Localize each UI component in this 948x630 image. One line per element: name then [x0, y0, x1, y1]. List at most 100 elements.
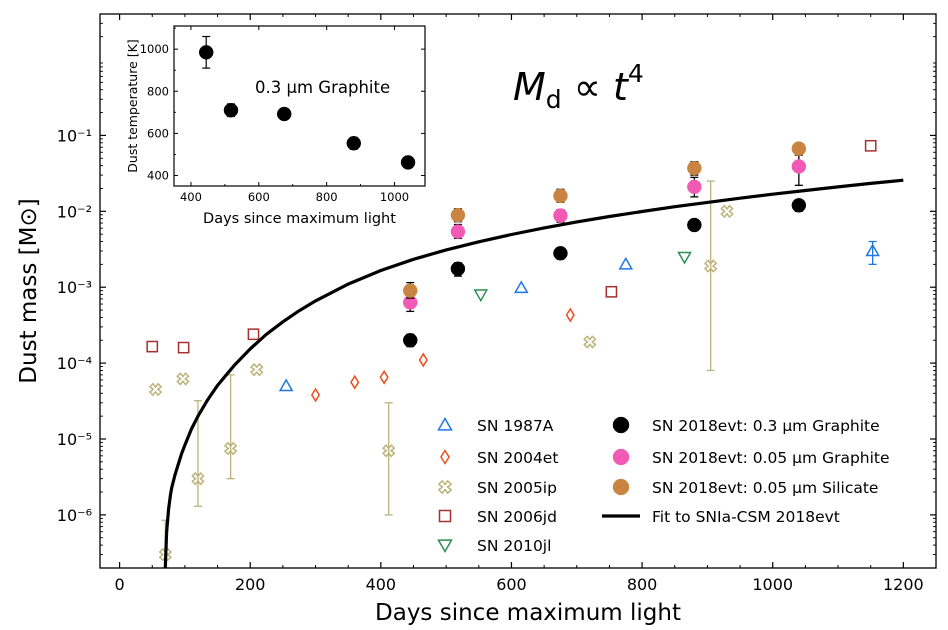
point-sn-2018evt-0-3-m-graphite-1	[450, 261, 466, 277]
point-sn-2005ip-1	[158, 548, 172, 562]
point-sn-2010jl-1	[677, 251, 692, 265]
legend-label: SN 1987A	[477, 417, 554, 435]
x-tick-label: 400	[366, 575, 397, 594]
point-sn-2018evt-0-05-m-silicate-2	[553, 188, 568, 204]
x-axis-label: Days since maximum light	[375, 600, 681, 626]
point-sn-2006jd-3	[605, 285, 618, 298]
inset-x-tick-label: 600	[248, 190, 270, 204]
series-sn-2018evt-0-05-m-graphite	[402, 152, 807, 313]
legend-marker-sn-1987a	[437, 416, 453, 431]
inset-y-axis-label: Dust temperature [K]	[125, 39, 140, 172]
point-sn-1987a-2	[618, 256, 634, 270]
y-tick-label: 10⁻⁶	[57, 506, 92, 525]
point-sn-2005ip-7	[583, 335, 597, 349]
legend-marker-sn-2018evt-0-05-m-graphite	[612, 448, 630, 466]
legend-marker-sn-2004et	[440, 449, 450, 465]
point-sn-2018evt-0-05-m-silicate-3	[687, 160, 702, 176]
legend-marker-sn-2006jd	[438, 509, 452, 523]
annotation-proportional: ∝ t	[562, 65, 630, 109]
series-sn-1987a	[278, 240, 880, 392]
y-tick-label: 10⁻⁴	[57, 354, 92, 373]
x-tick-label: 1000	[752, 575, 793, 594]
annotation-subscript: d	[546, 85, 562, 114]
series-sn-2006jd	[146, 139, 877, 354]
series-sn-2004et	[310, 307, 575, 403]
y-tick-label: 10⁻¹	[57, 126, 92, 145]
point-sn-2005ip-9	[720, 204, 734, 218]
point-sn-1987a-1	[513, 280, 529, 294]
x-tick-label: 0	[115, 575, 125, 594]
legend-item-sn-1987a: SN 1987A	[437, 416, 554, 435]
legend-label: SN 2005ip	[477, 479, 557, 497]
annotation-exponent: 4	[628, 59, 644, 88]
inset-x-tick-label: 400	[180, 190, 202, 204]
series-sn-2010jl	[473, 251, 692, 303]
proportionality-annotation: Md ∝ t4	[513, 59, 644, 114]
legend-marker-sn-2018evt-0-05-m-silicate	[612, 478, 630, 496]
inset-x-axis-label: Days since maximum light	[203, 211, 396, 227]
inset-chart: 400 600 800 1000 400 600 800 1000 Days since max…	[125, 25, 426, 227]
inset-point-3	[346, 136, 362, 151]
y-tick-label: 10⁻³	[57, 278, 92, 297]
main-chart: 0 200 400 600 800 1000 1200 10⁻⁶ 10⁻⁵ 10⁻⁴ 10⁻³ 10⁻…	[16, 13, 937, 626]
fit-line	[163, 178, 904, 568]
legend: SN 1987A SN 2004et SN 2005ip SN 2006jd SN 20…	[437, 416, 890, 555]
point-sn-2006jd-2	[247, 328, 260, 341]
series-sn-2018evt-0-05-m-silicate	[402, 141, 807, 299]
point-sn-2005ip-2	[176, 372, 190, 386]
point-sn-2004et-0	[310, 387, 321, 403]
point-sn-2004et-3	[418, 352, 428, 368]
y-axis-label: Dust mass [M⊙]	[16, 198, 42, 383]
inset-x-tick-label: 800	[316, 190, 338, 204]
point-sn-2018evt-0-05-m-silicate-1	[450, 207, 466, 223]
inset-point-4	[400, 155, 416, 170]
legend-label: SN 2018evt: 0.05 μm Graphite	[652, 449, 890, 467]
y-tick-label: 10⁻²	[57, 202, 92, 221]
point-sn-2018evt-0-05-m-graphite-2	[553, 208, 568, 223]
legend-item-sn-2010jl: SN 2010jl	[437, 537, 551, 555]
annotation-symbol: M	[513, 65, 546, 109]
series-sn-2018evt-0-3-m-graphite	[402, 198, 807, 348]
point-sn-2018evt-0-05-m-graphite-1	[450, 224, 466, 239]
legend-label: Fit to SNIa-CSM 2018evt	[652, 508, 840, 526]
legend-label: SN 2018evt: 0.3 μm Graphite	[652, 417, 880, 435]
point-sn-2018evt-0-3-m-graphite-2	[553, 246, 568, 261]
x-tick-label: 200	[235, 575, 266, 594]
x-tick-label: 1200	[883, 575, 924, 594]
point-sn-2006jd-1	[177, 341, 190, 354]
point-sn-2005ip-4	[224, 442, 238, 455]
legend-marker-sn-2010jl	[437, 539, 453, 554]
point-sn-2005ip-6	[382, 444, 396, 458]
point-sn-2010jl-0	[473, 289, 489, 303]
main-plot-area	[146, 139, 904, 568]
point-sn-1987a-0	[278, 378, 294, 392]
legend-item-fit: Fit to SNIa-CSM 2018evt	[602, 508, 840, 526]
point-sn-2006jd-4	[864, 139, 877, 152]
legend-item-sn-2005ip: SN 2005ip	[438, 479, 557, 497]
inset-point-0	[198, 45, 214, 60]
legend-item-sn-2006jd: SN 2006jd	[438, 508, 557, 526]
point-sn-2018evt-0-3-m-graphite-4	[791, 198, 807, 213]
legend-label: SN 2006jd	[477, 508, 557, 526]
y-tick-label: 10⁻⁵	[57, 430, 92, 449]
point-sn-2018evt-0-3-m-graphite-0	[402, 333, 418, 348]
point-sn-2018evt-0-05-m-graphite-4	[791, 159, 807, 174]
legend-item-sn-2018evt-0-05-m-silicate: SN 2018evt: 0.05 μm Silicate	[612, 478, 878, 497]
point-sn-2005ip-8	[704, 259, 718, 273]
inset-y-tick-label: 600	[147, 126, 169, 140]
legend-label: SN 2010jl	[477, 537, 551, 555]
legend-marker-sn-2005ip	[438, 480, 452, 494]
legend-marker-sn-2018evt-0-3-m-graphite	[612, 416, 630, 434]
legend-item-sn-2018evt-0-05-m-graphite: SN 2018evt: 0.05 μm Graphite	[612, 448, 890, 467]
point-sn-2005ip-0	[149, 382, 162, 396]
x-tick-label: 800	[627, 575, 658, 594]
x-tick-label: 600	[496, 575, 527, 594]
legend-item-sn-2004et: SN 2004et	[440, 449, 558, 467]
inset-axes-frame	[173, 25, 426, 187]
point-sn-2005ip-3	[191, 472, 205, 486]
legend-label: SN 2018evt: 0.05 μm Silicate	[652, 479, 878, 497]
legend-label: SN 2004et	[477, 449, 558, 467]
legend-item-sn-2018evt-0-3-m-graphite: SN 2018evt: 0.3 μm Graphite	[612, 416, 880, 435]
point-sn-2004et-4	[565, 307, 575, 323]
